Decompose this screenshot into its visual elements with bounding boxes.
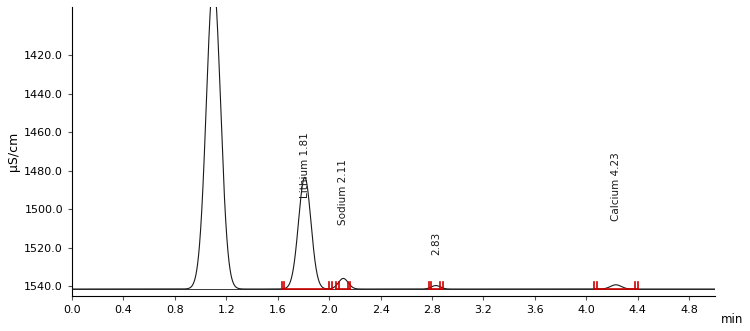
- Y-axis label: μS/cm: μS/cm: [7, 132, 20, 171]
- Text: Calcium 4.23: Calcium 4.23: [610, 152, 621, 221]
- Text: Sodium 2.11: Sodium 2.11: [338, 159, 348, 224]
- Text: Lithium 1.81: Lithium 1.81: [300, 132, 310, 198]
- Text: 2.83: 2.83: [430, 232, 441, 255]
- Text: min: min: [722, 313, 744, 326]
